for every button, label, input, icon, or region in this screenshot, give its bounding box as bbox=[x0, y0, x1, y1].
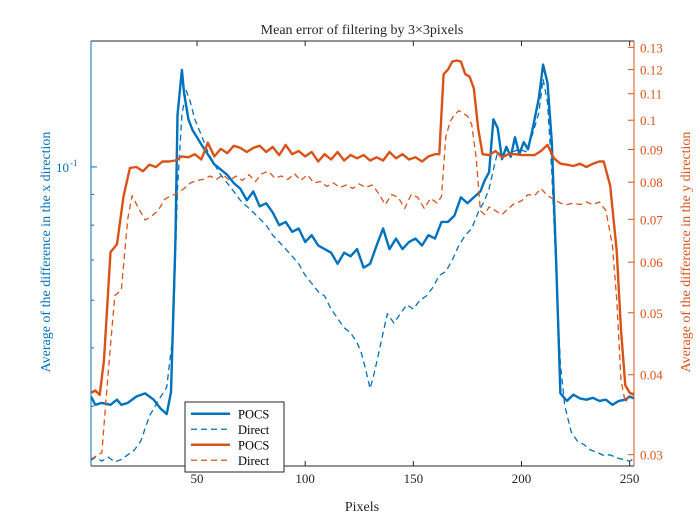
right-y-tick-label: 0.06 bbox=[640, 255, 663, 270]
right-y-tick-label: 0.04 bbox=[640, 368, 663, 383]
x-tick-label: 200 bbox=[512, 471, 532, 486]
legend-label: POCS bbox=[238, 438, 269, 452]
legend-label: POCS bbox=[238, 407, 269, 421]
right-y-tick-label: 0.09 bbox=[640, 142, 663, 157]
legend-label: Direct bbox=[238, 423, 270, 437]
series-line-left-direct bbox=[91, 78, 634, 463]
x-tick-label: 100 bbox=[295, 471, 315, 486]
series-line-right-direct bbox=[91, 110, 634, 460]
legend-label: Direct bbox=[238, 454, 270, 468]
y-axis-label-left: Average of the difference in the x direc… bbox=[39, 132, 54, 373]
right-y-tick-label: 0.12 bbox=[640, 63, 663, 78]
series-layer bbox=[91, 59, 634, 463]
right-y-tick-label: 0.08 bbox=[640, 175, 663, 190]
plot-background bbox=[91, 41, 634, 466]
series-line-right-pocs bbox=[91, 59, 634, 397]
left-y-tick-exponent: -1 bbox=[70, 158, 78, 168]
x-tick-label: 250 bbox=[620, 471, 640, 486]
left-y-tick-label: 10 bbox=[56, 160, 69, 175]
plot-area bbox=[91, 41, 634, 466]
chart-title: Mean error of filtering by 3×3pixels bbox=[261, 23, 464, 38]
ticks-layer: 50 100 150 200 250 10 -1 0.03 0.04 0.05 0.06 0.07 0.… bbox=[56, 40, 663, 486]
x-tick-label: 50 bbox=[191, 471, 204, 486]
axes-layer bbox=[90, 40, 635, 467]
right-y-tick-label: 0.03 bbox=[640, 448, 663, 463]
right-y-tick-label: 0.05 bbox=[640, 306, 663, 321]
x-tick-label: 150 bbox=[404, 471, 424, 486]
x-axis-label: Pixels bbox=[345, 500, 379, 515]
right-y-tick-label: 0.1 bbox=[640, 113, 656, 128]
series-line-left-pocs bbox=[91, 63, 634, 416]
right-y-tick-label: 0.13 bbox=[640, 40, 663, 55]
right-y-tick-label: 0.11 bbox=[640, 87, 662, 102]
right-y-tick-label: 0.07 bbox=[640, 212, 663, 227]
y-axis-label-right: Average of the difference in the y direc… bbox=[679, 132, 694, 373]
